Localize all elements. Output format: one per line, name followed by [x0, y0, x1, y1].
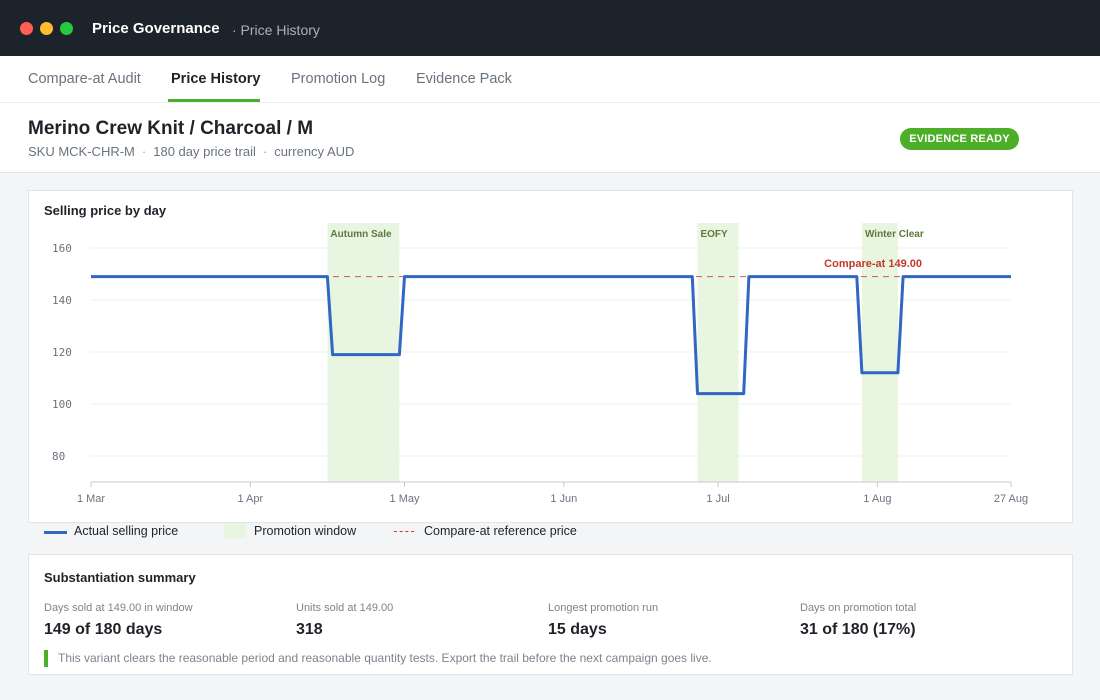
meta-separator: · — [262, 144, 268, 159]
stat-label: Days on promotion total — [800, 602, 917, 614]
y-tick-label: 140 — [52, 294, 72, 307]
legend-dash-swatch — [394, 531, 414, 532]
stat-value: 318 — [296, 621, 323, 638]
stat-value: 15 days — [548, 621, 607, 638]
y-tick-label: 160 — [52, 242, 72, 255]
x-tick-label: 1 Apr — [237, 493, 263, 505]
x-tick-label: 1 Jun — [550, 493, 577, 505]
stat-value: 149 of 180 days — [44, 621, 163, 638]
tab-compare-at-audit[interactable]: Compare-at Audit — [28, 71, 141, 87]
x-tick-label: 1 Jul — [706, 493, 729, 505]
stat-label: Days sold at 149.00 in window — [44, 602, 193, 614]
chart-legend: Actual selling price Promotion window Co… — [44, 523, 744, 538]
tab-evidence-pack[interactable]: Evidence Pack — [416, 71, 512, 87]
close-window-button[interactable] — [20, 22, 33, 35]
x-tick-label: 1 Mar — [77, 493, 105, 505]
legend-line-swatch — [44, 531, 67, 534]
maximize-window-button[interactable] — [60, 22, 73, 35]
promotion-window — [861, 223, 898, 482]
stat-units-sold: Units sold at 149.00 318 — [296, 602, 526, 639]
legend-promo-label: Promotion window — [254, 524, 357, 538]
title-bar: Price Governance · Price History — [0, 0, 1100, 56]
legend-box-swatch — [224, 523, 246, 538]
product-meta: SKU MCK-CHR-M · 180 day price trail · curren… — [28, 144, 354, 159]
price-chart-card: Selling price by day 80 100 120 140 160 Autum… — [28, 190, 1073, 523]
y-tick-label: 80 — [52, 450, 65, 463]
trail-label: 180 day price trail — [153, 144, 256, 159]
breadcrumb: · Price History — [232, 22, 320, 38]
tab-divider — [0, 102, 1100, 103]
meta-separator: · — [141, 144, 147, 159]
promotion-label: Winter Clear — [865, 229, 924, 240]
currency-label: currency AUD — [274, 144, 355, 159]
chart-title: Selling price by day — [44, 203, 167, 218]
product-title: Merino Crew Knit / Charcoal / M — [28, 118, 314, 139]
promotion-label: Autumn Sale — [330, 229, 392, 240]
y-tick-label: 100 — [52, 398, 72, 411]
active-tab-indicator — [168, 99, 260, 102]
stat-longest-promo: Longest promotion run 15 days — [548, 602, 778, 639]
summary-note: This variant clears the reasonable perio… — [58, 651, 712, 665]
app-title: Price Governance — [92, 20, 220, 37]
x-tick-label: 27 Aug — [994, 493, 1028, 505]
legend-compare-label: Compare-at reference price — [424, 524, 577, 538]
promotion-window — [697, 223, 739, 482]
substantiation-summary-card: Substantiation summary Days sold at 149.… — [28, 554, 1073, 675]
compare-at-label: Compare-at 149.00 — [824, 258, 922, 270]
legend-actual-label: Actual selling price — [74, 524, 179, 538]
promotion-window — [327, 223, 400, 482]
stat-label: Longest promotion run — [548, 602, 659, 614]
legend-actual: Actual selling price — [44, 524, 178, 538]
price-chart: 80 100 120 140 160 Autumn Sale EOFY Winter Clea… — [52, 223, 1028, 505]
summary-title: Substantiation summary — [44, 570, 196, 585]
legend-promo: Promotion window — [224, 523, 357, 538]
stat-value: 31 of 180 (17%) — [800, 621, 916, 638]
x-tick-label: 1 May — [390, 493, 420, 505]
page-header: Compare-at Audit Price History Promotion… — [0, 56, 1100, 173]
evidence-ready-badge: EVIDENCE READY — [900, 128, 1019, 150]
actual-price-line — [91, 275, 1011, 396]
promotion-label: EOFY — [700, 229, 728, 240]
note-accent-bar — [44, 650, 48, 667]
sku-label: SKU MCK-CHR-M — [28, 144, 135, 159]
stat-days-sold: Days sold at 149.00 in window 149 of 180… — [44, 602, 274, 639]
minimize-window-button[interactable] — [40, 22, 53, 35]
tab-price-history[interactable]: Price History — [171, 71, 261, 87]
stat-label: Units sold at 149.00 — [296, 602, 394, 614]
y-tick-label: 120 — [52, 346, 72, 359]
legend-compare: Compare-at reference price — [394, 524, 577, 538]
x-tick-label: 1 Aug — [863, 493, 891, 505]
stat-days-on-promo: Days on promotion total 31 of 180 (17%) — [800, 602, 1030, 639]
tab-promotion-log[interactable]: Promotion Log — [291, 71, 386, 87]
